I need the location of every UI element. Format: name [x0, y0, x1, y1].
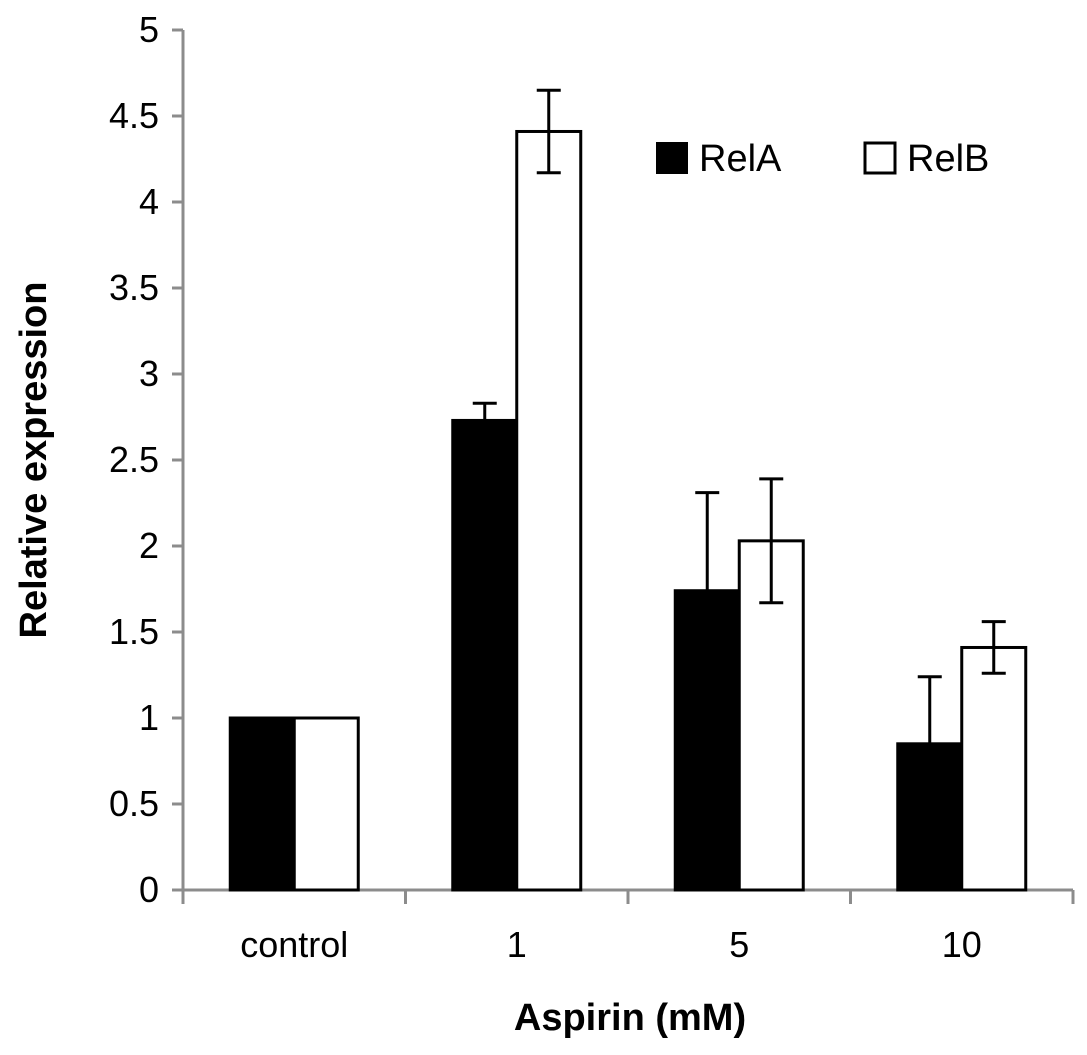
- x-tick-label: 1: [507, 924, 527, 965]
- legend-swatch-rela: [656, 142, 688, 174]
- legend-label-rela: RelA: [699, 138, 782, 180]
- x-tick-label: 10: [942, 924, 982, 965]
- x-axis-title: Aspirin (mM): [514, 997, 746, 1039]
- y-tick-label: 3.5: [109, 267, 159, 308]
- y-tick-label: 2: [139, 525, 159, 566]
- bar-relb: [515, 129, 583, 892]
- y-tick-label: 2.5: [109, 439, 159, 480]
- y-axis: 0 0.5 1 1.5 2 2.5 3 3.5 4 4.5 5: [109, 9, 185, 910]
- error-bars: [472, 88, 1006, 813]
- x-tick-label: 5: [729, 924, 749, 965]
- y-tick-label: 3: [139, 353, 159, 394]
- y-tick-label: 4.5: [109, 95, 159, 136]
- y-tick-label: 5: [139, 9, 159, 50]
- x-tick-label: control: [240, 924, 348, 965]
- y-tick-label: 4: [139, 181, 159, 222]
- y-tick-label: 0.5: [109, 783, 159, 824]
- x-axis: control 1 5 10: [181, 888, 1075, 965]
- y-tick-label: 0: [139, 869, 159, 910]
- y-tick-label: 1: [139, 697, 159, 738]
- y-axis-title: Relative expression: [13, 282, 55, 639]
- bar-relb: [292, 716, 360, 892]
- bars: [228, 129, 1028, 892]
- bar-relb: [960, 645, 1028, 892]
- y-tick-label: 1.5: [109, 611, 159, 652]
- legend-swatch-relb: [863, 141, 897, 175]
- bar-rela: [451, 418, 519, 892]
- bar-rela: [228, 716, 296, 892]
- legend: RelA RelB: [656, 138, 989, 180]
- legend-label-relb: RelB: [907, 138, 989, 180]
